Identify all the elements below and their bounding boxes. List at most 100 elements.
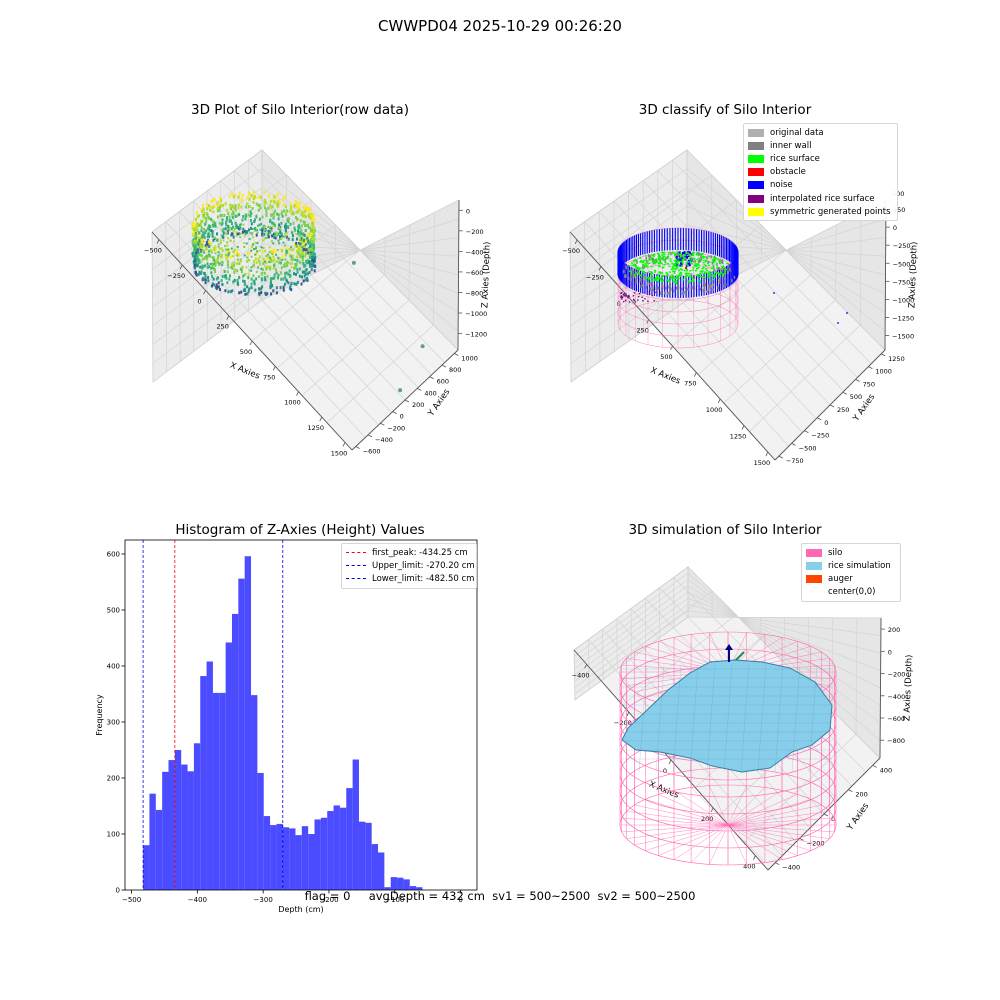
y-tick-label: −400: [782, 864, 800, 872]
interpolated-point: [620, 292, 622, 295]
raw-point: [252, 197, 255, 200]
raw-point: [195, 211, 198, 215]
raw-point: [194, 233, 197, 237]
rice-surface-point: [692, 280, 695, 282]
y-tick: [829, 404, 835, 408]
inner-wall-point: [688, 253, 690, 256]
rice-surface-point: [688, 282, 691, 284]
x-tick-label: −300: [254, 896, 273, 904]
legend-label: noise: [770, 180, 793, 191]
panel2-legend: original data inner wall rice surface ob…: [743, 123, 898, 222]
inner-wall-point: [643, 265, 646, 269]
raw-point: [225, 218, 228, 222]
raw-point: [296, 244, 299, 248]
raw-point: [290, 212, 293, 216]
histogram-bar: [238, 578, 245, 890]
rice-surface-point: [695, 253, 698, 255]
inner-wall-point: [647, 280, 649, 284]
raw-point: [258, 287, 261, 291]
raw-point: [231, 264, 233, 268]
inner-wall-point: [640, 277, 643, 280]
x-tick: [272, 366, 276, 371]
raw-point: [270, 230, 273, 233]
legend-label: original data: [770, 127, 824, 138]
inner-wall-point: [646, 282, 649, 286]
raw-point: [258, 255, 261, 259]
raw-point: [231, 212, 234, 216]
raw-point: [269, 218, 272, 222]
rice-surface-point: [704, 272, 707, 274]
raw-point: [203, 232, 205, 236]
grid-line: [301, 299, 410, 396]
raw-point: [277, 276, 279, 280]
raw-point: [284, 194, 287, 198]
raw-point: [193, 229, 196, 233]
y-tick-label: 200: [412, 401, 424, 409]
x-tick: [626, 711, 630, 717]
inner-wall-point: [687, 287, 689, 291]
raw-point: [239, 260, 242, 263]
raw-point: [245, 242, 248, 245]
histogram-bar: [339, 807, 347, 890]
grid-line: [574, 610, 689, 695]
raw-point: [201, 257, 204, 261]
raw-point: [227, 227, 230, 230]
raw-point: [220, 213, 223, 217]
raw-point: [200, 239, 203, 242]
raw-point: [214, 270, 217, 274]
raw-point: [224, 248, 227, 251]
legend-item-symmetric: symmetric generated points: [748, 205, 893, 218]
raw-point: [289, 202, 292, 206]
raw-point: [229, 274, 231, 278]
rice-surface-point: [635, 266, 638, 269]
inner-wall-point: [722, 284, 724, 288]
y-tick: [404, 399, 410, 403]
x-tick-label: 500: [660, 353, 672, 361]
histogram-bar: [327, 811, 334, 890]
rice-surface-point: [709, 272, 712, 275]
inner-wall-point: [723, 270, 725, 274]
raw-point: [258, 223, 261, 226]
inner-wall-point: [625, 265, 627, 269]
raw-point: [276, 205, 279, 209]
raw-point: [263, 276, 266, 280]
raw-point: [231, 215, 234, 219]
raw-point: [269, 203, 272, 207]
raw-point: [244, 273, 247, 275]
rice-surface-point: [647, 262, 649, 265]
raw-point: [204, 281, 207, 285]
raw-point: [280, 271, 282, 275]
raw-point: [276, 192, 279, 196]
raw-point: [248, 269, 251, 272]
rice-surface-point: [655, 261, 658, 264]
rice-surface-point: [633, 263, 636, 265]
raw-point: [217, 285, 220, 289]
z-tick-label: −1000: [465, 310, 487, 318]
interpolated-point: [625, 294, 627, 297]
raw-point: [194, 270, 197, 274]
z-tick-label: −600: [887, 715, 905, 723]
grid-line: [584, 221, 586, 372]
raw-point: [299, 219, 302, 223]
raw-point: [232, 255, 234, 258]
flag-value: flag = 0: [304, 889, 351, 903]
z-axis-line: [457, 199, 460, 351]
legend-item-obstacle: obstacle: [748, 166, 893, 179]
raw-point: [273, 195, 276, 199]
raw-point: [249, 210, 252, 214]
raw-point: [288, 248, 291, 251]
raw-point: [217, 243, 220, 246]
raw-point: [196, 215, 199, 219]
raw-point: [235, 224, 238, 228]
noise-point: [686, 256, 689, 258]
raw-point: [309, 216, 312, 220]
grid-line: [687, 597, 881, 671]
raw-point: [310, 268, 313, 272]
raw-point: [202, 204, 205, 207]
raw-point: [232, 206, 235, 209]
rice-surface-point: [662, 255, 665, 258]
raw-point: [250, 269, 253, 272]
rice-surface-point: [720, 269, 723, 271]
y-tick-label: 1000: [875, 368, 892, 376]
raw-point: [282, 277, 285, 281]
